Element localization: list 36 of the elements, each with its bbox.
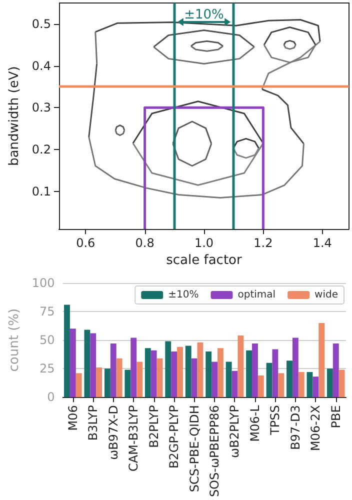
y-tick-label: 50	[40, 333, 55, 348]
x-tick-label: ωB2PLYP	[228, 405, 242, 458]
x-tick-label: 0.8	[135, 236, 154, 250]
x-tick-label: ωB97X-D	[106, 405, 120, 460]
x-axis-title: scale factor	[166, 253, 243, 268]
x-tick-label: 0.6	[76, 236, 96, 250]
y-tick-label: 25	[40, 362, 55, 376]
x-tick-label: B2GP-PLYP	[167, 405, 182, 469]
x-tick-label: M06-L	[248, 404, 262, 442]
legend-label: wide	[314, 290, 338, 300]
annotation: ±10%	[184, 8, 224, 22]
x-tick-label: PBE	[328, 405, 343, 428]
legend-label: optimal	[238, 290, 276, 300]
legend-label: ±10%	[168, 290, 199, 300]
x-tick-label: TPSS	[268, 405, 282, 436]
x-tick-label: B3LYP	[86, 405, 100, 441]
y-tick-label: 0.5	[32, 16, 51, 31]
y-tick-label: 0.2	[32, 142, 51, 157]
x-tick-label: M06	[66, 405, 80, 431]
y-axis-title: count (%)	[7, 308, 22, 372]
y-axis-title: bandwidth (eV)	[7, 66, 22, 166]
y-tick-label: 0.3	[32, 100, 51, 115]
x-tick-label: B97-D3	[288, 405, 302, 450]
x-tick-label: B2PLYP	[146, 405, 161, 448]
y-tick-label: 0	[47, 390, 55, 404]
x-tick-label: 1.2	[254, 236, 273, 250]
x-tick-label: M06-2X	[308, 405, 323, 451]
y-tick-label: 75	[40, 304, 55, 319]
x-tick-label: SCS-PBE-QIDH	[187, 405, 202, 492]
x-tick-label: SOS-ωPBEPP86	[208, 405, 222, 498]
y-tick-label: 0.1	[32, 184, 51, 198]
x-tick-label: 1.4	[312, 236, 332, 250]
x-tick-label: 1.0	[194, 236, 214, 250]
x-tick-label: CAM-B3LYP	[126, 405, 141, 472]
y-tick-label: 0.4	[32, 58, 51, 73]
y-tick-label: 100	[32, 276, 55, 290]
